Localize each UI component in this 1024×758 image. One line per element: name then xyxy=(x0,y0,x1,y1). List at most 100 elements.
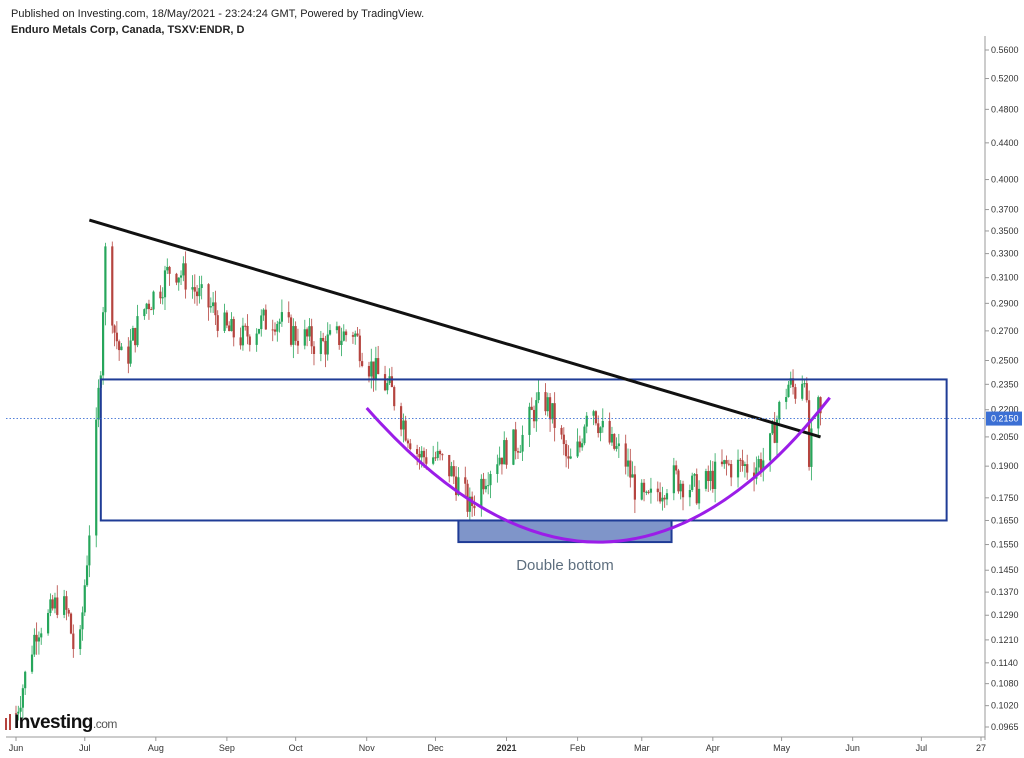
candle-body xyxy=(521,434,524,452)
candle-body xyxy=(37,637,41,642)
candle-body xyxy=(191,287,194,290)
candle-body xyxy=(746,464,749,473)
candle-body xyxy=(46,612,50,634)
candle-body xyxy=(425,457,428,464)
candle-body xyxy=(351,335,355,337)
candle-body xyxy=(340,340,343,346)
y-tick-label: 0.2500 xyxy=(991,356,1019,366)
candle-body xyxy=(85,565,89,586)
candle-body xyxy=(581,443,584,448)
y-tick-label: 0.1550 xyxy=(991,540,1019,550)
candle-body xyxy=(791,378,795,388)
candle-body xyxy=(14,713,18,715)
candle-body xyxy=(794,387,797,399)
candle-body xyxy=(530,406,533,410)
candle-body xyxy=(594,411,598,424)
candle-body xyxy=(228,325,231,332)
candle-body xyxy=(535,400,538,422)
candle-body xyxy=(498,457,501,465)
candle-body xyxy=(771,422,774,434)
candle-body xyxy=(386,383,389,391)
candle-body xyxy=(661,497,664,502)
x-tick-label: May xyxy=(773,743,791,753)
candle-body xyxy=(723,460,726,465)
y-tick-label: 0.4800 xyxy=(991,104,1019,114)
candle-body xyxy=(88,535,91,566)
candle-body xyxy=(271,329,274,331)
candle-body xyxy=(500,457,504,465)
candle-body xyxy=(67,609,70,614)
x-tick-label: Nov xyxy=(359,743,376,753)
candle-body xyxy=(775,419,779,443)
candle-body xyxy=(255,333,258,345)
candle-body xyxy=(225,312,228,326)
candle-body xyxy=(759,459,763,472)
candle-body xyxy=(150,309,153,311)
candle-body xyxy=(544,392,547,412)
candle-body xyxy=(239,337,242,346)
candle-body xyxy=(406,440,410,444)
candle-body xyxy=(308,326,311,337)
candle-body xyxy=(216,315,219,331)
candle-body xyxy=(287,312,290,318)
candle-body xyxy=(553,403,556,428)
candle-body xyxy=(81,612,84,630)
candle-body xyxy=(457,477,460,496)
candle-body xyxy=(537,392,540,401)
y-tick-label: 0.1750 xyxy=(991,493,1019,503)
candle-body xyxy=(769,433,772,461)
candle-body xyxy=(409,443,412,450)
investing-logo: Investing.com xyxy=(14,712,117,734)
y-tick-label: 0.3700 xyxy=(991,205,1019,215)
candle-body xyxy=(244,325,247,327)
candle-body xyxy=(303,329,306,346)
candle-body xyxy=(418,453,421,458)
candle-body xyxy=(585,415,588,427)
candle-body xyxy=(688,490,691,498)
candle-body xyxy=(420,450,423,458)
candle-body xyxy=(129,340,132,364)
candle-body xyxy=(626,460,630,467)
logo-domain: .com xyxy=(92,717,118,731)
candle-body xyxy=(496,464,499,475)
candle-body xyxy=(56,597,59,615)
candle-body xyxy=(452,466,455,477)
candle-body xyxy=(615,446,618,449)
candle-body xyxy=(136,316,139,346)
candle-body xyxy=(230,319,233,332)
candle-body xyxy=(436,450,439,458)
candle-body xyxy=(565,444,568,457)
candle-body xyxy=(532,409,536,422)
candle-body xyxy=(519,451,522,453)
candle-body xyxy=(51,599,54,609)
candle-body xyxy=(704,471,708,489)
candle-body xyxy=(322,337,325,341)
candle-body xyxy=(35,634,38,642)
candle-body xyxy=(505,440,508,465)
x-tick-label: Aug xyxy=(148,743,164,753)
pattern-label: Double bottom xyxy=(516,557,614,574)
y-tick-label: 0.1450 xyxy=(991,565,1019,575)
candle-body xyxy=(193,287,196,292)
candle-body xyxy=(484,485,487,490)
candle-body xyxy=(578,441,581,448)
y-tick-label: 0.2350 xyxy=(991,379,1019,389)
candle-body xyxy=(72,633,75,650)
candle-body xyxy=(97,387,100,420)
x-tick-label: Feb xyxy=(570,743,586,753)
candle-body xyxy=(223,312,226,331)
y-tick-label: 0.0965 xyxy=(991,722,1019,732)
candle-body xyxy=(24,671,27,689)
candle-body xyxy=(404,420,407,441)
y-tick-label: 0.2700 xyxy=(991,326,1019,336)
candle-body xyxy=(597,423,600,434)
chart-title: Enduro Metals Corp, Canada, TSXV:ENDR, D xyxy=(11,24,245,36)
candle-body xyxy=(487,485,490,487)
y-tick-label: 0.5600 xyxy=(991,45,1019,55)
candle-body xyxy=(356,333,359,336)
candle-body xyxy=(312,346,316,355)
candle-body xyxy=(631,474,634,478)
last-price-label: 0.2150 xyxy=(991,414,1019,424)
candle-body xyxy=(473,506,476,509)
